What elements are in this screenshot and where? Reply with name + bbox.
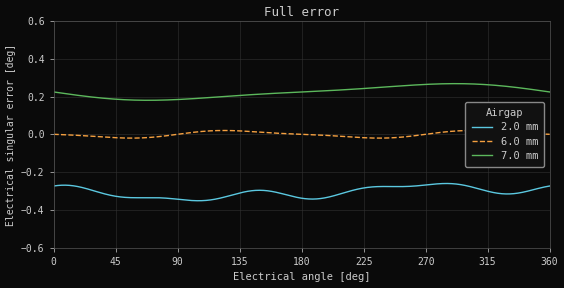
Line: 6.0 mm: 6.0 mm	[54, 130, 550, 138]
2.0 mm	[252, 189, 258, 192]
2.0 mm	[101, 192, 108, 196]
6.0 mm	[221, 129, 227, 132]
6.0 mm	[392, 136, 399, 139]
2.0 mm	[195, 199, 202, 202]
7.0 mm	[144, 98, 151, 102]
6.0 mm	[252, 130, 258, 134]
2.0 mm	[438, 182, 444, 185]
7.0 mm	[438, 82, 444, 86]
2.0 mm	[391, 185, 398, 188]
2.0 mm	[50, 184, 57, 188]
7.0 mm	[50, 90, 57, 94]
6.0 mm	[50, 132, 57, 136]
7.0 mm	[447, 82, 453, 86]
Legend: 2.0 mm, 6.0 mm, 7.0 mm: 2.0 mm, 6.0 mm, 7.0 mm	[465, 102, 544, 167]
6.0 mm	[447, 130, 453, 133]
7.0 mm	[252, 93, 258, 96]
7.0 mm	[101, 96, 108, 100]
6.0 mm	[269, 131, 276, 135]
7.0 mm	[547, 90, 553, 94]
2.0 mm	[547, 184, 553, 188]
6.0 mm	[438, 130, 445, 134]
X-axis label: Electrical angle [deg]: Electrical angle [deg]	[233, 272, 371, 283]
2.0 mm	[447, 182, 453, 185]
2.0 mm	[443, 182, 450, 185]
Y-axis label: Electrical singular error [deg]: Electrical singular error [deg]	[6, 43, 16, 226]
7.0 mm	[452, 82, 459, 85]
Line: 2.0 mm: 2.0 mm	[54, 183, 550, 201]
2.0 mm	[269, 190, 276, 193]
6.0 mm	[376, 137, 383, 140]
Line: 7.0 mm: 7.0 mm	[54, 84, 550, 100]
7.0 mm	[391, 85, 398, 88]
7.0 mm	[269, 92, 276, 95]
6.0 mm	[547, 132, 553, 136]
Title: Full error: Full error	[264, 5, 339, 18]
6.0 mm	[101, 135, 108, 139]
